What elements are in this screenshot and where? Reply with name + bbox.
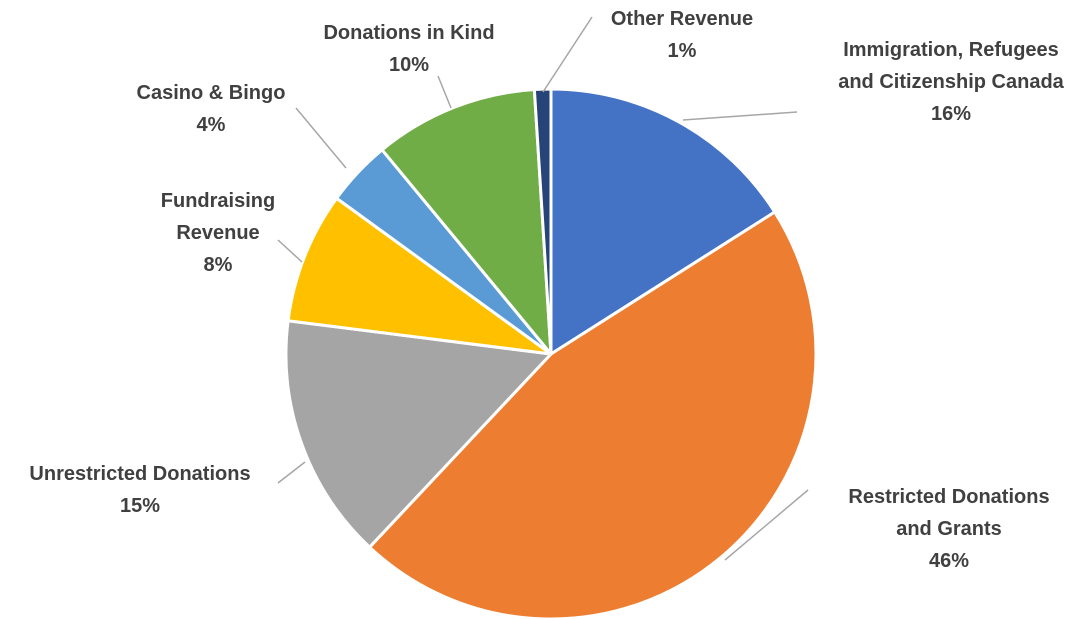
data-label: Unrestricted Donations 15%	[29, 463, 250, 517]
leader-line	[724, 489, 809, 561]
data-label: Casino & Bingo 4%	[137, 82, 286, 136]
data-label-percent: 8%	[204, 254, 233, 276]
data-label-category: Immigration, Refugees	[843, 39, 1059, 61]
leader-line	[295, 107, 347, 169]
pie-slice-other-revenue	[532, 87, 553, 356]
pie-slice-donations-in-kind	[380, 88, 553, 356]
data-label: Other Revenue 1%	[611, 8, 753, 62]
data-label-percent: 10%	[389, 54, 429, 76]
data-label-percent: 15%	[120, 495, 160, 517]
data-label: Fundraising Revenue 8%	[161, 190, 275, 276]
data-label: Restricted Donations and Grants 46%	[848, 486, 1049, 572]
pie-slice-restricted-donations-and-grants	[368, 210, 818, 619]
leader-line	[682, 111, 798, 121]
leader-line	[542, 16, 593, 93]
leader-line	[437, 75, 452, 109]
data-label-percent: 1%	[668, 40, 697, 62]
pie-slice-unrestricted-donations	[284, 319, 553, 549]
data-label-category: and Citizenship Canada	[838, 71, 1064, 93]
data-label-category: Unrestricted Donations	[29, 463, 250, 485]
data-label-category: Revenue	[176, 222, 259, 244]
data-label: Donations in Kind 10%	[323, 22, 494, 76]
data-label-percent: 4%	[197, 114, 226, 136]
data-labels: Immigration, Refugees and Citizenship Can…	[29, 8, 1064, 572]
data-label-category: Fundraising	[161, 190, 275, 212]
data-label-category: Restricted Donations	[848, 486, 1049, 508]
data-label-category: Donations in Kind	[323, 22, 494, 44]
pie-slice-immigration-refugees-and-citizenship-canada	[549, 87, 777, 356]
data-label-category: and Grants	[896, 518, 1002, 540]
leader-lines	[277, 16, 809, 561]
leader-line	[277, 239, 303, 263]
data-label-category: Casino & Bingo	[137, 82, 286, 104]
pie-slice-fundraising-revenue	[286, 196, 553, 356]
data-label-category: Other Revenue	[611, 8, 753, 30]
data-label-percent: 16%	[931, 103, 971, 125]
data-label: Immigration, Refugees and Citizenship Can…	[838, 39, 1064, 125]
data-label-percent: 46%	[929, 550, 969, 572]
pie-slices	[284, 87, 818, 619]
leader-line	[277, 461, 306, 484]
